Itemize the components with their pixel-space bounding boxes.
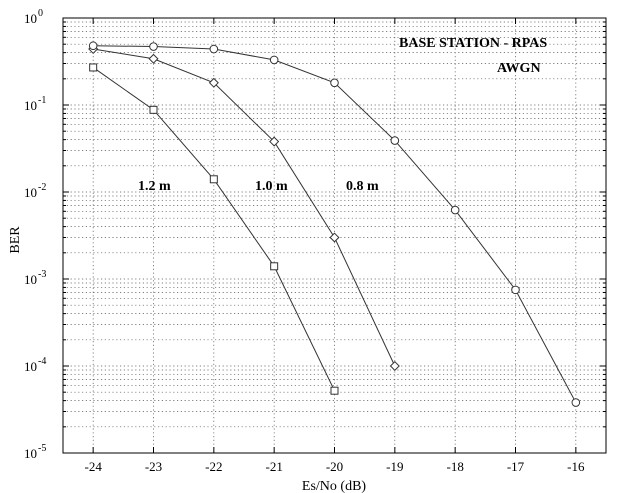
annotation-label-1-0m: 1.0 m	[255, 179, 288, 194]
data-series	[88, 41, 581, 407]
data-point	[269, 55, 279, 65]
x-axis-label: Es/No (dB)	[302, 479, 367, 493]
x-tick-label: -23	[145, 459, 162, 474]
x-tick-label: -18	[446, 459, 463, 474]
y-tick-label: 10	[24, 185, 37, 200]
annotation-title-line2: AWGN	[497, 61, 541, 76]
y-tick-label: 10	[24, 272, 37, 287]
data-point	[270, 262, 279, 271]
annotation-title-line1: BASE STATION - RPAS	[399, 36, 547, 51]
y-tick-label: 10	[24, 11, 37, 26]
data-point	[329, 232, 340, 243]
data-point	[149, 105, 158, 114]
y-tick-label: 10	[24, 359, 37, 374]
series-line	[92, 67, 335, 391]
data-point	[209, 44, 219, 54]
y-axis-label: BER	[8, 226, 23, 254]
x-tick-label: -16	[567, 459, 585, 474]
data-point	[511, 285, 520, 295]
y-tick-label-exponent: -1	[38, 95, 46, 106]
data-point	[330, 78, 339, 88]
data-point	[390, 136, 400, 145]
x-tick-label: -21	[265, 459, 282, 474]
y-tick-label-exponent: -5	[38, 443, 46, 454]
data-point	[269, 136, 280, 147]
data-point	[88, 41, 98, 51]
y-tick-label-exponent: 0	[38, 8, 43, 19]
data-point	[149, 42, 158, 51]
x-tick-label: -17	[507, 459, 525, 474]
data-point	[450, 205, 460, 215]
series-line	[93, 48, 396, 367]
x-tick-label: -24	[84, 459, 102, 474]
data-point	[148, 53, 159, 64]
y-tick-label-exponent: -2	[38, 182, 46, 193]
data-point	[571, 398, 581, 407]
data-point	[209, 175, 218, 184]
data-point	[330, 386, 339, 395]
x-tick-label: -20	[326, 459, 343, 474]
x-tick-label: -19	[386, 459, 403, 474]
annotation-label-1-2m: 1.2 m	[138, 179, 171, 194]
data-point	[389, 360, 400, 372]
y-tick-label: 10	[24, 446, 37, 461]
y-tick-label-exponent: -3	[38, 269, 46, 280]
x-tick-label: -22	[205, 459, 222, 474]
y-tick-label-exponent: -4	[38, 356, 46, 367]
data-point	[89, 63, 98, 72]
y-tick-label: 10	[24, 98, 37, 113]
data-point	[208, 77, 219, 88]
annotation-label-0-8m: 0.8 m	[346, 179, 379, 194]
